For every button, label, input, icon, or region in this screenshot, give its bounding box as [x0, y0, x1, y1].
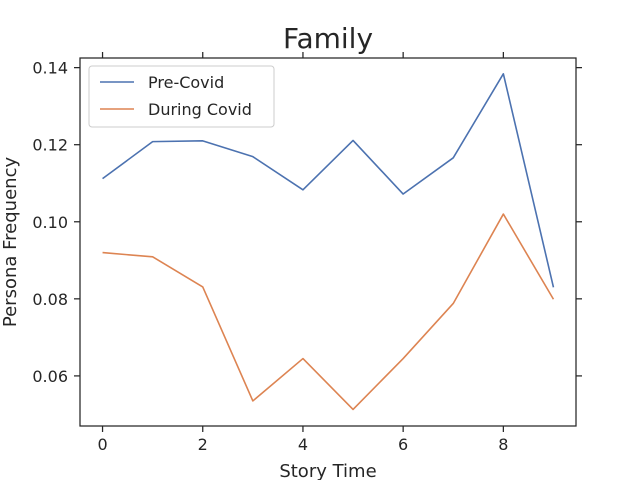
legend: Pre-Covid During Covid	[88, 65, 275, 128]
series-line-0	[102, 73, 555, 288]
x-axis-label: Story Time	[279, 461, 376, 480]
y-axis-label: Persona Frequency	[0, 157, 21, 328]
legend-box	[88, 65, 275, 128]
y-tick-label-0: 0.06	[32, 367, 68, 386]
series-line-1	[102, 213, 555, 411]
legend-label-0: Pre-Covid	[148, 73, 224, 92]
x-tick-label-1: 2	[198, 435, 208, 454]
axis-ticks: 0 2 4 6 8 0.06 0.08 0.10 0.12 0.14	[32, 52, 582, 454]
x-tick-label-3: 6	[398, 435, 408, 454]
x-tick-label-4: 8	[498, 435, 508, 454]
legend-label-1: During Covid	[148, 100, 252, 119]
y-tick-label-2: 0.10	[32, 213, 68, 232]
x-tick-label-2: 4	[298, 435, 308, 454]
plot-frame	[79, 57, 577, 427]
y-tick-label-3: 0.12	[32, 136, 68, 155]
y-tick-label-4: 0.14	[32, 59, 68, 78]
chart-title: Family	[283, 22, 373, 55]
x-tick-label-0: 0	[97, 435, 107, 454]
y-tick-label-1: 0.08	[32, 290, 68, 309]
series-lines	[102, 73, 555, 411]
